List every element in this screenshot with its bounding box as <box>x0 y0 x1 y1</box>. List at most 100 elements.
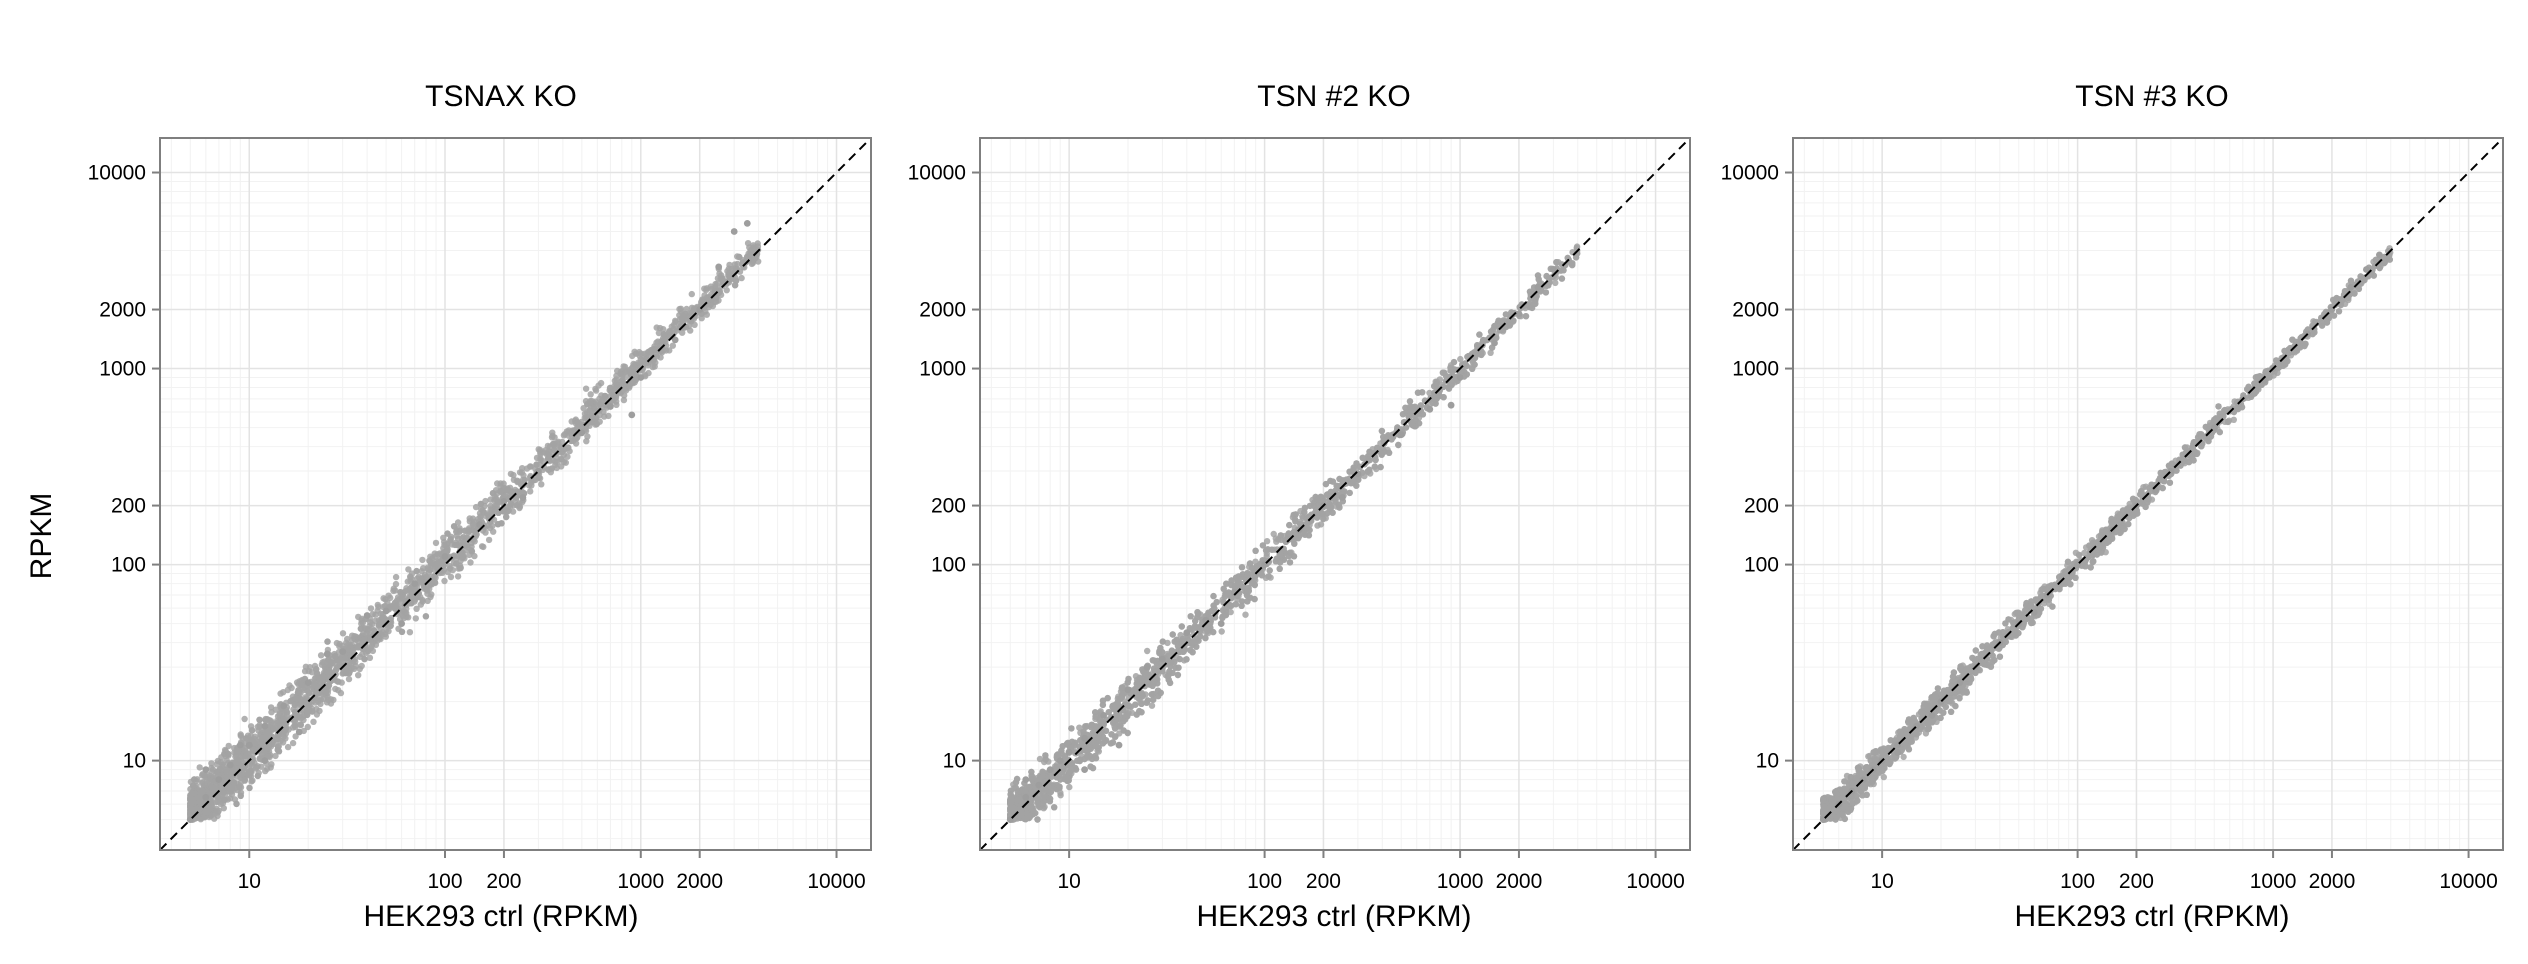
data-point <box>487 496 494 503</box>
data-point <box>1276 565 1283 572</box>
data-point <box>1148 702 1156 709</box>
data-point <box>736 253 743 261</box>
data-point <box>476 521 483 528</box>
data-point <box>207 812 214 819</box>
data-point <box>717 291 725 299</box>
data-point <box>358 620 365 627</box>
data-point <box>279 739 287 746</box>
data-point <box>361 655 368 663</box>
data-point <box>275 748 283 755</box>
data-point <box>715 263 723 271</box>
data-point <box>361 636 368 643</box>
data-point <box>292 733 299 740</box>
data-point <box>419 596 426 604</box>
data-point <box>514 502 521 509</box>
data-point <box>208 760 215 767</box>
data-point <box>444 530 451 537</box>
data-point <box>1371 463 1379 470</box>
data-point <box>237 792 244 799</box>
data-point <box>1558 275 1566 282</box>
data-point <box>233 756 241 763</box>
data-point <box>605 412 612 420</box>
data-point <box>196 764 203 771</box>
data-point <box>222 766 229 774</box>
data-point <box>427 559 435 567</box>
data-point <box>1220 585 1227 592</box>
data-point <box>584 401 591 408</box>
data-point <box>239 759 246 767</box>
data-point <box>304 679 312 686</box>
data-point <box>548 465 555 472</box>
data-point <box>620 396 628 404</box>
data-point <box>1251 595 1258 603</box>
data-point <box>216 795 224 803</box>
data-point <box>744 253 751 260</box>
data-point <box>586 407 593 414</box>
data-point <box>325 675 332 682</box>
data-point <box>456 548 464 555</box>
data-point <box>1102 727 1110 734</box>
data-point <box>1150 696 1157 703</box>
panel-2: 10 100 200 1000 2000 100001010020010002000100… <box>908 137 1691 893</box>
data-point <box>450 523 458 530</box>
data-point <box>730 228 738 235</box>
data-point <box>1377 463 1384 471</box>
data-point <box>472 503 480 511</box>
data-point <box>1178 623 1186 630</box>
data-point <box>1314 522 1321 529</box>
data-point <box>1032 809 1039 817</box>
data-point <box>342 655 349 662</box>
data-point <box>453 528 460 536</box>
data-point <box>430 566 438 573</box>
data-point <box>370 627 378 634</box>
data-point <box>647 347 655 354</box>
data-point <box>451 541 459 549</box>
data-point <box>266 741 273 749</box>
data-point <box>485 536 493 544</box>
data-point <box>1076 724 1083 731</box>
data-point <box>310 718 317 725</box>
data-point <box>1210 592 1217 600</box>
data-point <box>1265 573 1272 580</box>
data-point <box>1164 673 1171 680</box>
data-point <box>1320 515 1327 523</box>
data-point <box>259 734 266 741</box>
data-point <box>313 666 320 673</box>
data-point <box>372 611 379 618</box>
data-point <box>477 513 484 520</box>
data-point <box>355 672 362 679</box>
data-point <box>335 687 342 694</box>
data-point <box>225 750 232 758</box>
data-point <box>637 350 645 357</box>
data-point <box>220 805 227 812</box>
data-point <box>657 354 664 361</box>
data-point <box>339 648 347 655</box>
data-point <box>424 597 431 605</box>
data-point <box>567 437 575 445</box>
data-point <box>1183 656 1190 663</box>
x-tick-label: 2000 <box>676 870 723 893</box>
data-point <box>628 365 636 372</box>
x-tick-label: 10 <box>238 870 261 893</box>
data-point <box>201 781 209 788</box>
data-point <box>321 663 329 671</box>
data-point <box>1522 313 1530 320</box>
data-point <box>434 559 441 566</box>
y-tick-label: 10000 <box>88 162 146 185</box>
data-point <box>1159 638 1167 645</box>
data-point <box>1290 553 1298 560</box>
data-point <box>367 619 374 626</box>
data-point <box>1552 279 1559 287</box>
data-point <box>1036 755 1044 763</box>
data-point <box>418 568 425 575</box>
data-point <box>398 628 406 635</box>
data-point <box>703 311 710 318</box>
data-point <box>359 650 366 658</box>
data-point <box>1346 489 1353 497</box>
data-point <box>538 481 545 488</box>
data-point <box>497 488 504 495</box>
data-point <box>587 391 594 398</box>
data-point <box>671 336 679 344</box>
data-point <box>726 273 733 280</box>
